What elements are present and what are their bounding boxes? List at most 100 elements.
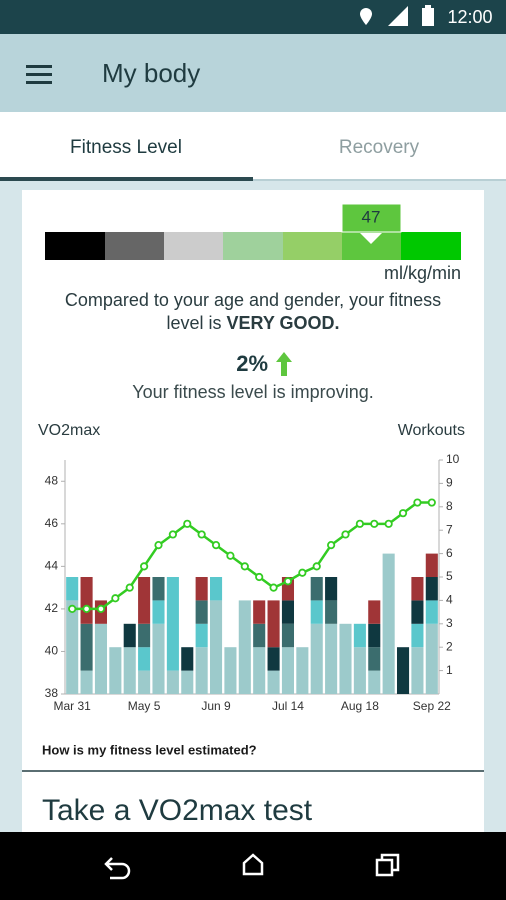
line-point bbox=[226, 551, 235, 560]
bar-segment bbox=[425, 553, 438, 577]
app-bar bbox=[0, 34, 506, 112]
bar-segment bbox=[310, 600, 323, 624]
line-point bbox=[370, 519, 379, 528]
summary-text: Compared to your age and gender, your fi… bbox=[45, 289, 461, 335]
bar-segment bbox=[325, 577, 338, 601]
trend-text: Your fitness level is improving. bbox=[132, 382, 373, 402]
bar-segment bbox=[368, 600, 381, 624]
tab[interactable]: Recovery bbox=[339, 137, 420, 158]
bar-segment bbox=[166, 577, 179, 671]
bar-segment bbox=[325, 600, 338, 624]
line-point bbox=[96, 604, 106, 614]
info-link[interactable]: How is my fitness level estimated? bbox=[42, 742, 257, 757]
y-tick-label: 46 bbox=[45, 516, 59, 530]
y2-tick-label: 9 bbox=[446, 476, 453, 490]
bar-segment bbox=[310, 623, 323, 694]
bar-segment bbox=[281, 647, 295, 694]
fitness-scale bbox=[45, 232, 461, 260]
menu-button[interactable] bbox=[26, 65, 52, 84]
bar-segment bbox=[138, 577, 151, 624]
x-tick-label: Mar 31 bbox=[54, 699, 92, 713]
bar-segment bbox=[66, 600, 79, 694]
recents-button[interactable] bbox=[375, 853, 400, 877]
x-tick-label: Aug 18 bbox=[341, 699, 379, 713]
tab-divider bbox=[253, 179, 506, 181]
line-point bbox=[168, 530, 177, 539]
bar-segment bbox=[80, 577, 93, 624]
line-point bbox=[283, 577, 293, 586]
line-point bbox=[341, 530, 350, 539]
bar-segment bbox=[296, 647, 309, 694]
x-tick-label: Jun 9 bbox=[201, 699, 231, 713]
bar-segment bbox=[109, 647, 122, 694]
y2-tick-label: 10 bbox=[446, 452, 460, 466]
bar-segment bbox=[253, 623, 266, 648]
bar-segment bbox=[152, 577, 165, 601]
line-point bbox=[68, 604, 77, 614]
card-divider bbox=[22, 770, 484, 772]
summary: Compared to your age and gender, your fi… bbox=[64, 290, 442, 333]
bar-segment bbox=[195, 577, 208, 601]
rating: VERY GOOD. bbox=[226, 313, 340, 333]
line-point bbox=[384, 519, 393, 528]
bar-segment bbox=[368, 647, 381, 671]
battery-icon bbox=[422, 8, 434, 26]
app-title: My body bbox=[102, 58, 200, 88]
bar-segment bbox=[166, 670, 179, 694]
line-point bbox=[140, 562, 149, 571]
x-tick-label: Sep 22 bbox=[413, 699, 451, 713]
bar-segment bbox=[195, 600, 208, 624]
line-point bbox=[183, 519, 192, 528]
bar-segment bbox=[382, 553, 395, 694]
line-point bbox=[240, 562, 249, 571]
y-tick-label: 38 bbox=[45, 686, 59, 700]
bar-segment bbox=[353, 623, 366, 648]
status-bar bbox=[0, 0, 506, 34]
bar-segment bbox=[181, 647, 194, 671]
bar-segment bbox=[425, 577, 438, 601]
bar-segment bbox=[325, 623, 338, 694]
bar-segment bbox=[138, 623, 151, 648]
bar-segment bbox=[425, 623, 438, 694]
line-point bbox=[427, 498, 436, 507]
line-point bbox=[413, 498, 422, 507]
tab-active[interactable]: Fitness Level bbox=[70, 137, 182, 158]
line-point bbox=[154, 540, 163, 550]
level-marker-pointer bbox=[360, 233, 382, 244]
y2-tick-label: 3 bbox=[446, 616, 453, 630]
home-button[interactable] bbox=[242, 853, 264, 876]
line-point bbox=[312, 562, 321, 571]
signal-icon bbox=[388, 6, 408, 26]
bar-segment bbox=[123, 647, 136, 694]
bar-segment bbox=[396, 647, 410, 694]
y2-tick-label: 7 bbox=[446, 522, 453, 536]
chart: 38 40 42 44 46 48 1 2 3 4 5 6 7 8 9 10 Mar 31 May 5 Jun 9 J… bbox=[45, 452, 460, 713]
tab-indicator bbox=[0, 177, 253, 181]
level-value: 47 bbox=[362, 207, 381, 226]
bar-segment bbox=[94, 623, 108, 694]
location-icon bbox=[360, 8, 372, 25]
line-point bbox=[197, 530, 206, 539]
clock: 12:00 bbox=[447, 7, 492, 27]
back-button[interactable] bbox=[104, 857, 131, 880]
battery-tip bbox=[425, 5, 431, 9]
y2-tick-label: 1 bbox=[446, 663, 453, 677]
bar-segment bbox=[281, 600, 295, 624]
y2-tick-label: 5 bbox=[446, 569, 453, 583]
bar-segment bbox=[80, 670, 93, 694]
y-tick-label: 40 bbox=[45, 644, 59, 658]
bar-segment bbox=[411, 647, 424, 694]
line-point bbox=[355, 519, 364, 528]
bar-segment bbox=[195, 623, 208, 648]
bar-segment bbox=[368, 670, 381, 694]
bar-segment bbox=[224, 647, 237, 694]
line-point bbox=[298, 568, 307, 577]
y2-axis-title: Workouts bbox=[398, 422, 465, 439]
bar-segment bbox=[152, 600, 165, 624]
bar-segment bbox=[138, 647, 151, 671]
y-tick-label: 42 bbox=[45, 601, 59, 615]
y-tick-label: 48 bbox=[45, 473, 59, 487]
change-value: 2% bbox=[236, 351, 268, 376]
bar-segment bbox=[310, 577, 323, 601]
